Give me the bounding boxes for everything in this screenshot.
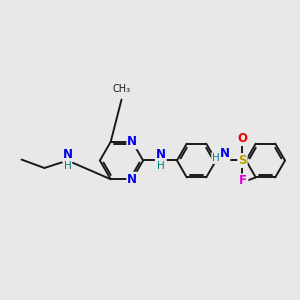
Text: N: N	[62, 148, 73, 161]
Text: N: N	[156, 148, 166, 161]
Text: H: H	[157, 161, 165, 172]
Text: N: N	[127, 135, 137, 148]
Text: N: N	[127, 173, 137, 186]
Text: S: S	[238, 154, 247, 167]
Text: F: F	[239, 175, 247, 188]
Text: H: H	[64, 161, 71, 172]
Text: O: O	[237, 176, 248, 189]
Text: N: N	[219, 147, 230, 161]
Text: CH₃: CH₃	[112, 84, 130, 94]
Text: H: H	[212, 153, 220, 163]
Text: O: O	[237, 132, 248, 145]
